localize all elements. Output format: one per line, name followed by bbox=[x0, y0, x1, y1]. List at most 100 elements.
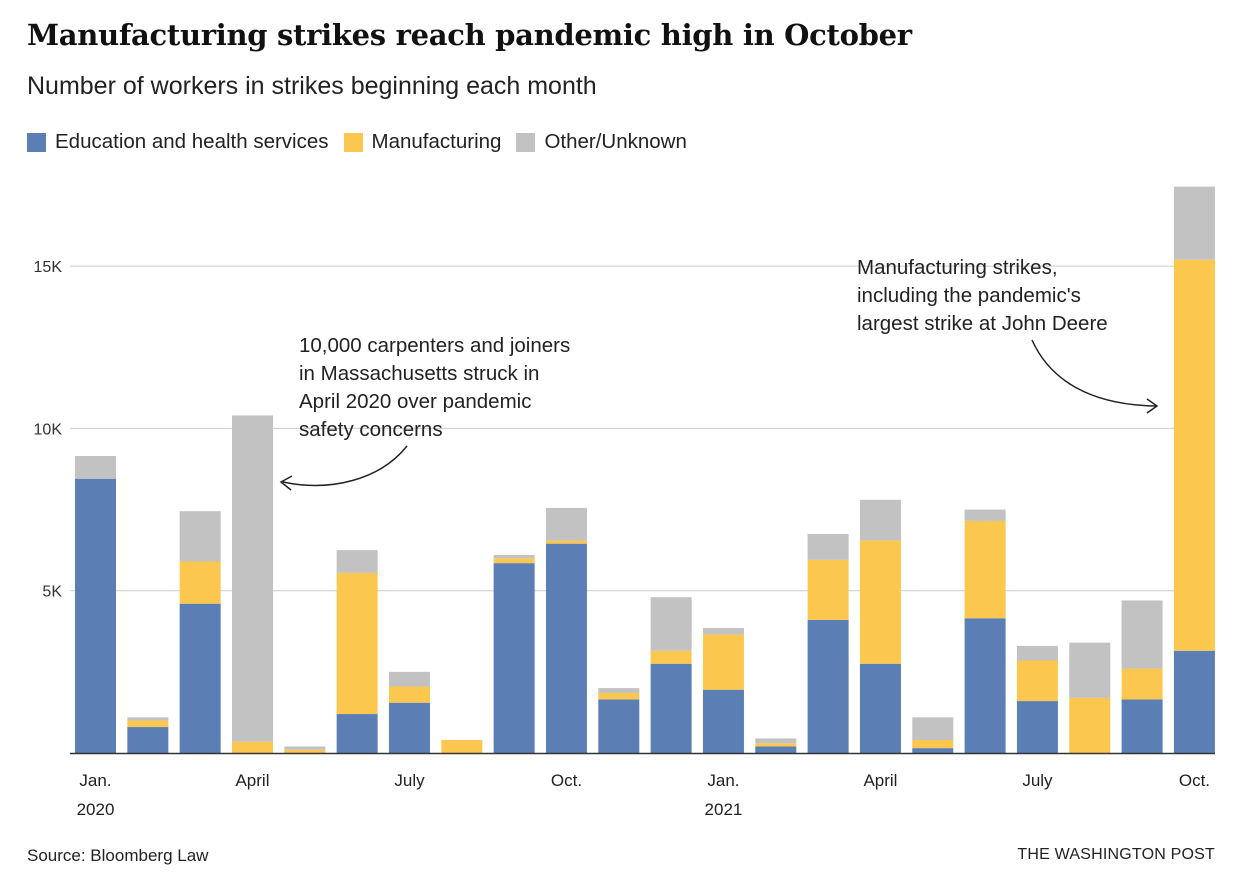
bar-segment-manufacturing bbox=[493, 558, 535, 564]
bar-segment-education bbox=[179, 603, 221, 753]
bar-segment-other bbox=[493, 555, 535, 559]
bar-segment-manufacturing bbox=[598, 692, 640, 700]
bar-segment-other bbox=[598, 688, 640, 693]
legend-label-education: Education and health services bbox=[55, 130, 329, 153]
bar-stack bbox=[859, 499, 901, 753]
bar-segment-manufacturing bbox=[912, 740, 954, 749]
legend-label-other: Other/Unknown bbox=[544, 130, 687, 153]
bar-segment-education bbox=[1016, 701, 1058, 753]
legend-swatch-other bbox=[516, 132, 536, 152]
annotation-arrow-october bbox=[1031, 339, 1157, 407]
bar-segment-manufacturing bbox=[650, 650, 692, 664]
bar-segment-manufacturing bbox=[1016, 660, 1058, 702]
publisher-credit: THE WASHINGTON POST bbox=[1017, 846, 1215, 863]
legend-swatch-manufacturing bbox=[343, 132, 363, 152]
bar-segment-education bbox=[964, 618, 1006, 753]
bar-segment-other bbox=[1121, 600, 1163, 669]
bar-segment-education bbox=[859, 663, 901, 753]
bar-segment-manufacturing bbox=[1121, 668, 1163, 700]
x-tick-label: April bbox=[863, 771, 897, 790]
bar-segment-education bbox=[1121, 699, 1163, 753]
bar-segment-manufacturing bbox=[179, 561, 221, 604]
bar-segment-other bbox=[388, 671, 430, 687]
legend-label-manufacturing: Manufacturing bbox=[371, 130, 502, 153]
bar-segment-education bbox=[702, 689, 744, 753]
x-tick-label: Oct. bbox=[551, 771, 582, 790]
bar-segment-education bbox=[650, 663, 692, 753]
bar-segment-manufacturing bbox=[807, 559, 849, 620]
bar-segment-other bbox=[75, 456, 116, 479]
y-tick-label: 5K bbox=[42, 584, 62, 601]
annotation-arrow-april bbox=[282, 445, 408, 487]
x-tick-label: Jan. bbox=[707, 771, 739, 790]
bar-stack bbox=[493, 555, 535, 753]
bar-segment-other bbox=[1173, 186, 1215, 260]
x-tick-label: Oct. bbox=[1179, 771, 1210, 790]
bar-segment-other bbox=[179, 511, 221, 562]
bar-stack bbox=[179, 511, 221, 753]
bar-segment-education bbox=[336, 714, 378, 753]
bar-segment-other bbox=[1069, 642, 1111, 698]
x-tick-year-label: 2020 bbox=[77, 800, 115, 819]
bar-segment-other bbox=[231, 415, 273, 742]
bar-segment-manufacturing bbox=[231, 741, 273, 753]
bars bbox=[75, 186, 1215, 753]
bar-segment-manufacturing bbox=[336, 572, 378, 715]
bar-segment-other bbox=[912, 717, 954, 741]
bar-segment-manufacturing bbox=[859, 540, 901, 664]
bar-stack bbox=[912, 717, 954, 753]
bar-segment-other bbox=[336, 550, 378, 573]
y-tick-label: 15K bbox=[34, 259, 63, 276]
source-note: Source: Bloomberg Law bbox=[27, 846, 209, 865]
bar-stack bbox=[807, 533, 849, 753]
bar-stack bbox=[1069, 642, 1111, 753]
legend-item-manufacturing: Manufacturing bbox=[343, 130, 502, 154]
bar-segment-other bbox=[702, 628, 744, 635]
bar-segment-education bbox=[598, 699, 640, 753]
bar-stack bbox=[1016, 645, 1058, 753]
bar-stack bbox=[127, 717, 169, 753]
bar-segment-other bbox=[127, 717, 169, 721]
bar-stack bbox=[545, 507, 587, 753]
bar-segment-other bbox=[1016, 645, 1058, 661]
arrowhead-october bbox=[1146, 398, 1159, 414]
x-tick-year-label: 2021 bbox=[705, 800, 743, 819]
bar-segment-education bbox=[755, 746, 797, 753]
annotation-text: 10,000 carpenters and joiners in Massachu… bbox=[299, 334, 570, 441]
bar-segment-other bbox=[859, 499, 901, 541]
bar-segment-education bbox=[1173, 650, 1215, 753]
bar-segment-other bbox=[755, 738, 797, 744]
bar-segment-education bbox=[807, 619, 849, 753]
bar-segment-manufacturing bbox=[388, 686, 430, 703]
bar-stack bbox=[441, 740, 483, 753]
bar-stack bbox=[388, 671, 430, 753]
bar-stack bbox=[964, 509, 1006, 753]
bar-segment-manufacturing bbox=[702, 634, 744, 690]
bar-stack bbox=[284, 746, 326, 753]
bar-stack bbox=[650, 597, 692, 753]
chart-title: Manufacturing strikes reach pandemic hig… bbox=[27, 18, 912, 52]
bar-segment-education bbox=[545, 543, 587, 753]
legend-item-education: Education and health services bbox=[27, 130, 329, 154]
bar-segment-manufacturing bbox=[284, 749, 326, 753]
annotation-text: Manufacturing strikes, including the pand… bbox=[857, 256, 1108, 335]
legend-swatch-education bbox=[27, 132, 46, 152]
bar-segment-education bbox=[75, 478, 116, 753]
bar-segment-education bbox=[127, 727, 169, 753]
bar-segment-manufacturing bbox=[545, 540, 587, 544]
legend-item-other: Other/Unknown bbox=[516, 130, 687, 154]
x-axis: Jan. 2020 April July Oct. Jan. 2021 April July Oc… bbox=[70, 752, 1215, 819]
bar-segment-other bbox=[284, 746, 326, 750]
arrowhead-april bbox=[279, 475, 293, 491]
bar-segment-education bbox=[388, 702, 430, 753]
bar-segment-manufacturing bbox=[1173, 259, 1215, 651]
bar-stack bbox=[75, 456, 116, 753]
bar-stack bbox=[336, 550, 378, 753]
bar-stack bbox=[702, 628, 744, 753]
annotations: 10,000 carpenters and joiners in Massachu… bbox=[279, 256, 1159, 491]
bar-segment-manufacturing bbox=[127, 720, 169, 728]
x-tick-label: July bbox=[1022, 771, 1053, 790]
bar-stack bbox=[1173, 186, 1215, 753]
bar-segment-manufacturing bbox=[755, 743, 797, 747]
